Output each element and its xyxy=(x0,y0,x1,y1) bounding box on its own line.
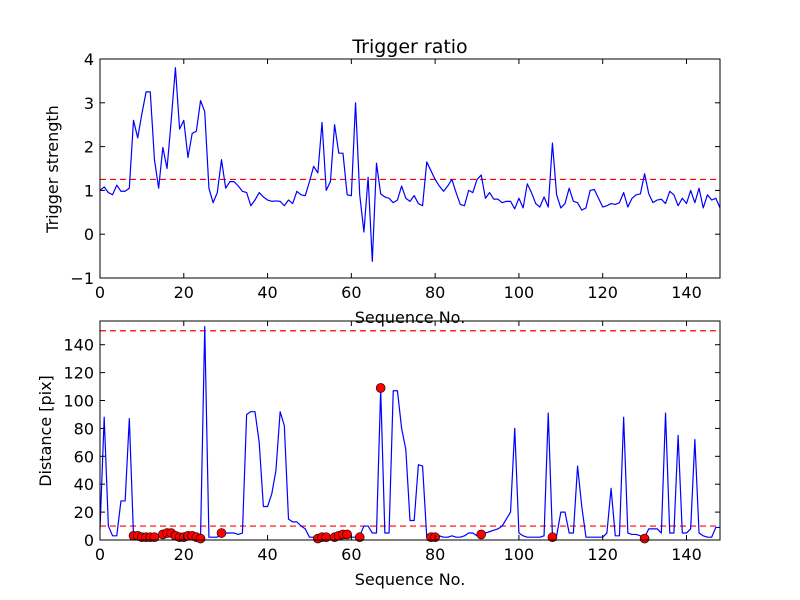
y-tick-label: 40 xyxy=(74,475,94,494)
trigger-ratio-panel: Trigger ratio 0 20 40 60 80 100 120 140−101234 … xyxy=(43,36,721,327)
x-tick-label: 120 xyxy=(587,545,618,564)
data-point xyxy=(476,529,487,540)
x-tick-label: 40 xyxy=(257,283,277,302)
plot-frame xyxy=(99,58,721,279)
y-tick-label: 1 xyxy=(84,181,94,200)
plot-frame xyxy=(99,320,721,541)
y-tick-label: 60 xyxy=(74,447,94,466)
y-axis-label: Trigger strength xyxy=(43,105,62,234)
y-tick-label: 3 xyxy=(84,94,94,113)
x-tick-label: 100 xyxy=(504,545,535,564)
chart-title: Trigger ratio xyxy=(351,36,467,58)
data-point xyxy=(195,533,206,544)
y-tick-label: 100 xyxy=(63,392,94,411)
x-tick-label: 0 xyxy=(95,283,105,302)
x-axis-label: Sequence No. xyxy=(355,570,466,589)
data-point xyxy=(354,532,365,543)
y-tick-label: 120 xyxy=(63,364,94,383)
x-tick-label: 0 xyxy=(95,545,105,564)
y-tick-label: −1 xyxy=(70,269,94,288)
data-point xyxy=(216,528,227,538)
x-tick-label: 140 xyxy=(671,283,702,302)
x-tick-label: 60 xyxy=(341,545,361,564)
x-tick-label: 80 xyxy=(425,283,445,302)
y-tick-label: 140 xyxy=(63,336,94,355)
distance-panel: 0 20 40 60 80 100 120 140 0 20 40 60 80 100 120 140 Seq… xyxy=(36,320,721,589)
data-point xyxy=(375,383,386,393)
y-axis-label: Distance [pix] xyxy=(36,375,55,487)
data-point xyxy=(342,529,352,540)
y-tick-label: 4 xyxy=(84,50,94,69)
x-tick-label: 20 xyxy=(174,283,194,302)
x-axis-label: Sequence No. xyxy=(355,308,466,327)
y-tick-label: 0 xyxy=(84,531,94,550)
y-tick-label: 0 xyxy=(84,225,94,244)
series-line xyxy=(99,67,721,262)
x-tick-label: 20 xyxy=(174,545,194,564)
y-tick-label: 2 xyxy=(84,138,94,157)
x-tick-label: 100 xyxy=(504,283,535,302)
x-tick-label: 140 xyxy=(671,545,702,564)
series-line xyxy=(99,325,720,538)
x-tick-label: 80 xyxy=(425,545,445,564)
x-tick-label: 40 xyxy=(257,545,277,564)
data-point xyxy=(639,533,650,544)
data-point xyxy=(547,532,558,543)
x-tick-label: 120 xyxy=(587,283,618,302)
x-tick-label: 60 xyxy=(341,283,361,302)
y-tick-label: 80 xyxy=(74,419,94,438)
y-tick-label: 20 xyxy=(74,503,94,522)
